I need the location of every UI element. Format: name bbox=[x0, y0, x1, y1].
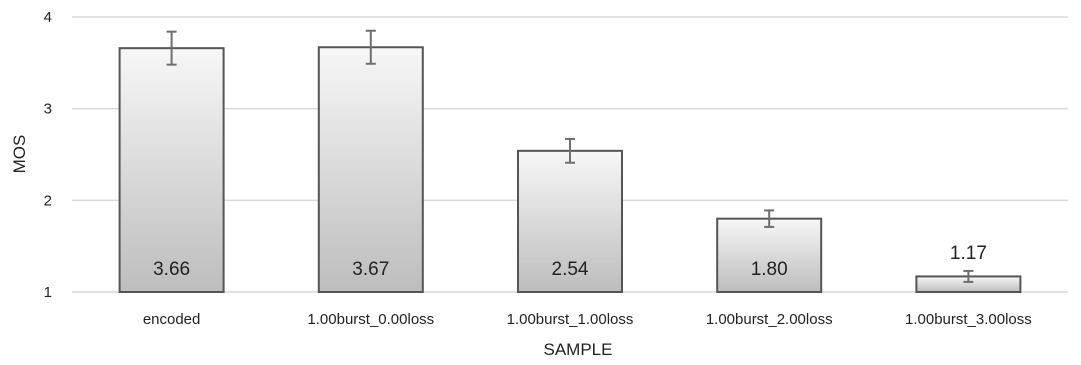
x-tick-label: 1.00burst_0.00loss bbox=[307, 311, 434, 328]
bar bbox=[517, 149, 623, 293]
y-tick-label: 1 bbox=[44, 284, 52, 301]
data-labels: 3.66 3.67 2.54 1.80 1.17 bbox=[153, 243, 987, 280]
error-bars bbox=[166, 29, 974, 283]
y-axis-title: MOS bbox=[10, 135, 29, 174]
bar bbox=[118, 47, 225, 293]
y-tick-labels: 1 2 3 4 bbox=[44, 9, 52, 301]
y-tick-label: 3 bbox=[44, 101, 52, 118]
error-bar bbox=[166, 30, 177, 66]
bar bbox=[317, 46, 424, 293]
bar bbox=[716, 217, 823, 294]
y-tick-label: 2 bbox=[44, 192, 52, 209]
error-bar bbox=[764, 209, 775, 228]
x-tick-labels: encoded 1.00burst_0.00loss 1.00burst_1.00l… bbox=[143, 311, 1032, 328]
data-label: 1.17 bbox=[950, 243, 987, 264]
bars bbox=[118, 46, 1022, 294]
x-tick-label: 1.00burst_2.00loss bbox=[706, 311, 833, 328]
data-label: 1.80 bbox=[751, 259, 788, 280]
error-bar bbox=[963, 269, 974, 283]
x-tick-label: 1.00burst_3.00loss bbox=[905, 311, 1032, 328]
x-tick-label: 1.00burst_1.00loss bbox=[507, 311, 634, 328]
data-label: 3.67 bbox=[352, 259, 389, 280]
error-bar bbox=[565, 137, 575, 164]
x-axis-title: SAMPLE bbox=[544, 340, 613, 359]
data-label: 3.66 bbox=[153, 259, 190, 280]
data-label: 2.54 bbox=[552, 259, 589, 280]
y-tick-label: 4 bbox=[44, 9, 52, 26]
error-bar bbox=[365, 29, 376, 65]
x-tick-label: encoded bbox=[143, 311, 201, 328]
